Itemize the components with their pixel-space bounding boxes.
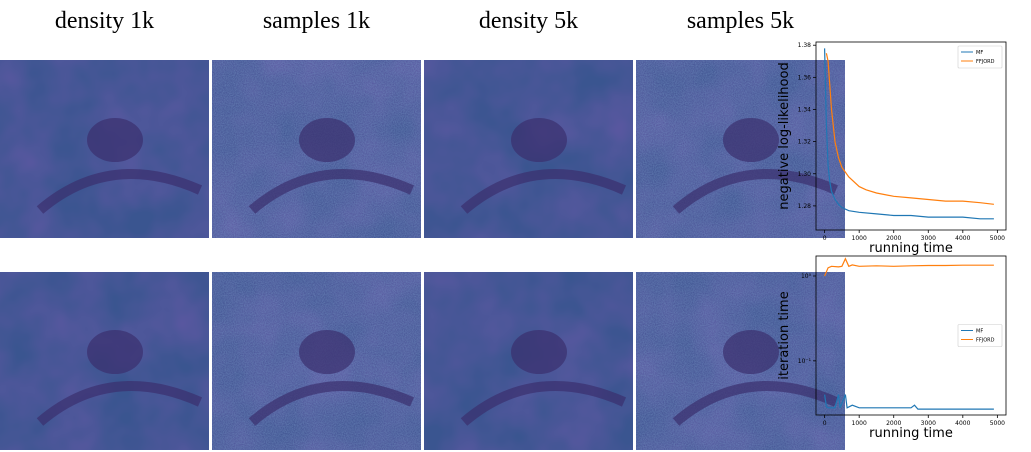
image-panel [212, 272, 421, 450]
legend-label: FFJORD [976, 59, 995, 65]
data-line [824, 48, 994, 220]
branch-shape [248, 169, 415, 214]
y-axis-label: iteration time [777, 291, 792, 379]
line-chart: 0 1000 2000 3000 4000 5000 10⁰ 10⁻¹ running time… [777, 255, 1007, 441]
y-tick-label: 1.30 [798, 171, 812, 178]
image-panel [636, 60, 845, 238]
column-header: density 1k [55, 8, 154, 34]
data-line [825, 53, 994, 205]
plot-frame [815, 41, 1007, 231]
image-panel [424, 272, 633, 450]
x-tick-label: 4000 [955, 235, 970, 242]
x-tick-label: 0 [823, 235, 827, 242]
bird-shape [299, 118, 355, 162]
line-chart: 0 1000 2000 3000 4000 5000 1.28 1.30 1.32 1.34 1.3… [777, 41, 1007, 256]
y-tick-label: 1.36 [798, 74, 812, 81]
column-header: samples 1k [263, 8, 370, 34]
x-tick-label: 1000 [852, 420, 867, 427]
image-panel [212, 60, 421, 238]
x-tick-label: 5000 [990, 235, 1005, 242]
bird-shape [723, 330, 779, 374]
image-panel [0, 272, 209, 450]
column-header: density 5k [479, 8, 578, 34]
bird-shape [87, 118, 143, 162]
x-axis-label: running time [869, 426, 953, 441]
x-tick-label: 1000 [852, 235, 867, 242]
branch-shape [36, 169, 203, 214]
x-tick-label: 3000 [921, 420, 936, 427]
branch-shape [36, 381, 203, 426]
column-header: samples 5k [687, 8, 794, 34]
y-tick-label: 10⁰ [801, 273, 812, 280]
y-tick-label: 1.38 [798, 42, 812, 49]
branch-shape [248, 381, 415, 426]
plot-frame [815, 255, 1007, 416]
y-tick-label: 1.34 [798, 106, 812, 113]
x-tick-label: 2000 [886, 235, 901, 242]
image-panel [0, 60, 209, 238]
bird-shape [511, 118, 567, 162]
x-tick-label: 5000 [990, 420, 1005, 427]
data-line [824, 394, 994, 410]
y-tick-label: 1.28 [798, 203, 812, 210]
y-tick-label: 10⁻¹ [798, 358, 812, 365]
bird-shape [87, 330, 143, 374]
legend-label: FFJORD [976, 338, 995, 344]
bird-shape [511, 330, 567, 374]
y-tick-label: 1.32 [798, 139, 812, 146]
branch-shape [460, 169, 627, 214]
x-tick-label: 0 [823, 420, 827, 427]
legend-label: MF [976, 329, 983, 335]
image-panel [424, 60, 633, 238]
branch-shape [672, 169, 839, 214]
data-line [824, 257, 994, 277]
image-panel [636, 272, 845, 450]
legend-label: MF [976, 50, 983, 56]
x-tick-label: 4000 [955, 420, 970, 427]
x-axis-label: running time [869, 241, 953, 256]
x-tick-label: 3000 [921, 235, 936, 242]
bird-shape [723, 118, 779, 162]
bird-shape [299, 330, 355, 374]
branch-shape [672, 381, 839, 426]
branch-shape [460, 381, 627, 426]
y-axis-label: negative log-likelihood [777, 62, 792, 209]
x-tick-label: 2000 [886, 420, 901, 427]
